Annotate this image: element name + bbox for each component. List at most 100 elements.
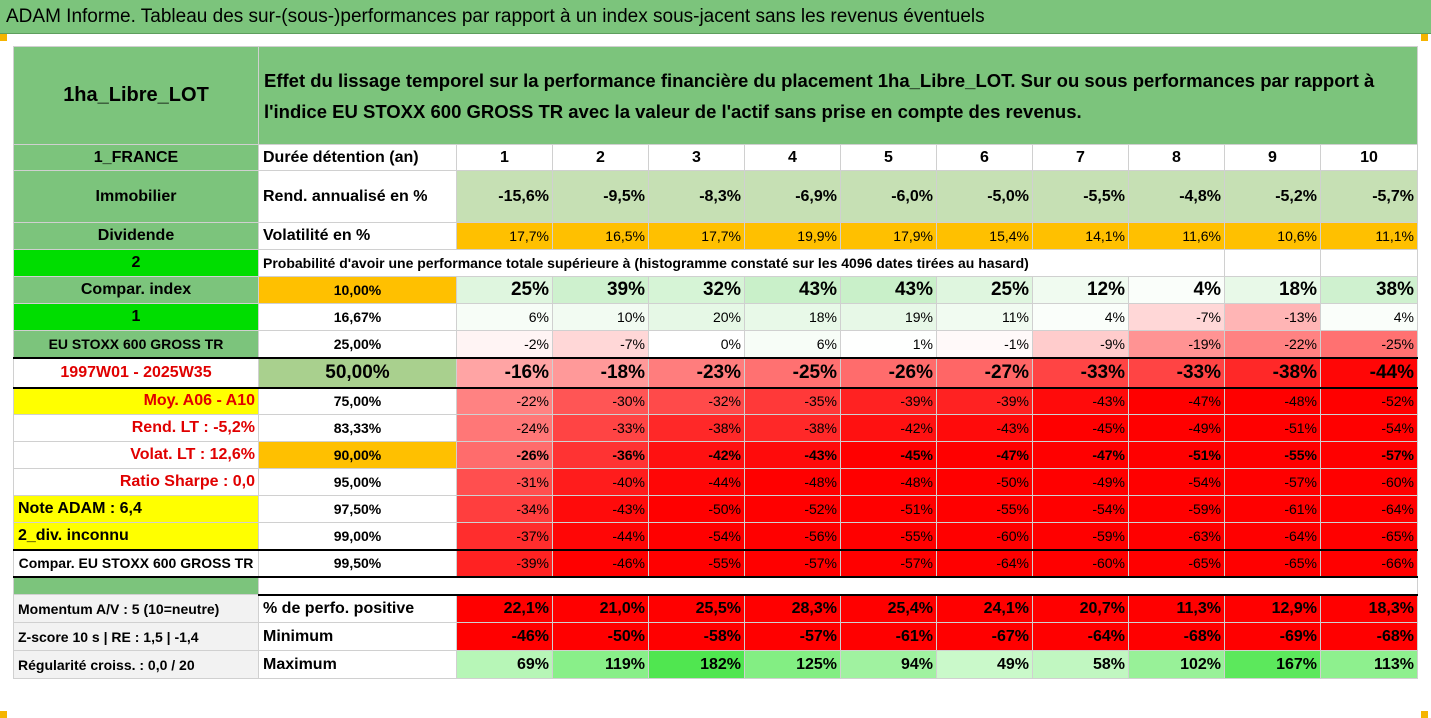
- quantile-cell: -60%: [1320, 468, 1418, 496]
- stats-cell: -69%: [1224, 622, 1321, 651]
- quantile-cell: -55%: [936, 495, 1033, 523]
- quantile-cell: -48%: [840, 468, 937, 496]
- quantile-cell: -32%: [648, 387, 745, 415]
- quantile-left-label: Compar. index: [13, 276, 259, 304]
- quantile-row: Compar. EU STOXX 600 GROSS TR 99,50% -39% -…: [13, 548, 1418, 578]
- rend-cell: -5,7%: [1320, 170, 1418, 223]
- stats-cell: 25,4%: [840, 594, 937, 623]
- quantile-left-label: 1997W01 - 2025W35: [13, 356, 259, 389]
- quantile-cell: -63%: [1128, 522, 1225, 550]
- performance-table: 1ha_Libre_LOT Effet du lissage temporel …: [13, 46, 1418, 679]
- quantile-cell: -57%: [1224, 468, 1321, 496]
- quantile-row: Moy. A06 - A10 75,00% -22% -30% -32% -35% -39%…: [13, 387, 1418, 415]
- stats-cell: 102%: [1128, 650, 1225, 679]
- quantile-cell: -33%: [1128, 356, 1225, 389]
- quantile-cell: -56%: [744, 522, 841, 550]
- stats-cell: 58%: [1032, 650, 1129, 679]
- quantile-cell: -57%: [840, 548, 937, 578]
- rend-cell: -9,5%: [552, 170, 649, 223]
- stats-cell: -68%: [1128, 622, 1225, 651]
- stats-cell: 28,3%: [744, 594, 841, 623]
- quantile-cell: -43%: [552, 495, 649, 523]
- quantile-cell: -61%: [1224, 495, 1321, 523]
- quantile-left-label: 2_div. inconnu: [13, 522, 259, 550]
- quantile-percent: 83,33%: [258, 414, 457, 442]
- quantile-cell: 11%: [936, 303, 1033, 331]
- quantile-cell: -55%: [1224, 441, 1321, 469]
- quantile-left-label: Volat. LT : 12,6%: [13, 441, 259, 469]
- quantile-cell: -22%: [456, 387, 553, 415]
- quantile-cell: -16%: [456, 356, 553, 389]
- quantile-cell: 12%: [1032, 276, 1129, 304]
- vol-cell: 11,1%: [1320, 222, 1418, 250]
- quantile-cell: -44%: [648, 468, 745, 496]
- quantile-left-label: 1: [13, 303, 259, 331]
- quantile-row: 1 16,67% 6% 10% 20% 18% 19% 11% 4% -7% -13% 4%: [13, 303, 1418, 331]
- corner-marker: [1421, 34, 1428, 41]
- stats-cell: 20,7%: [1032, 594, 1129, 623]
- quantile-percent: 95,00%: [258, 468, 457, 496]
- rend-cell: -15,6%: [456, 170, 553, 223]
- quantile-cell: -2%: [456, 330, 553, 358]
- quantile-cell: -37%: [456, 522, 553, 550]
- quantile-cell: -54%: [1320, 414, 1418, 442]
- quantile-cell: 10%: [552, 303, 649, 331]
- quantile-cell: -40%: [552, 468, 649, 496]
- stats-cell: -64%: [1032, 622, 1129, 651]
- stats-cell: -67%: [936, 622, 1033, 651]
- stats-cell: -50%: [552, 622, 649, 651]
- quantile-cell: -7%: [1128, 303, 1225, 331]
- quantile-cell: -59%: [1032, 522, 1129, 550]
- quantile-cell: -45%: [1032, 414, 1129, 442]
- stats-cell: 69%: [456, 650, 553, 679]
- rend-cell: -6,9%: [744, 170, 841, 223]
- quantile-cell: -33%: [1032, 356, 1129, 389]
- year-header: 9: [1224, 144, 1321, 171]
- quantile-cell: -19%: [1128, 330, 1225, 358]
- stats-cell: -58%: [648, 622, 745, 651]
- quantile-cell: 43%: [744, 276, 841, 304]
- spacer-cell: [258, 576, 1418, 596]
- vol-cell: 10,6%: [1224, 222, 1321, 250]
- quantile-percent: 90,00%: [258, 441, 457, 469]
- quantile-cell: -44%: [552, 522, 649, 550]
- stats-left-label: Z-score 10 s | RE : 1,5 | -1,4: [13, 622, 259, 651]
- quantile-cell: -51%: [840, 495, 937, 523]
- vol-cell: 17,7%: [648, 222, 745, 250]
- quantile-row: EU STOXX 600 GROSS TR 25,00% -2% -7% 0% 6% 1% -…: [13, 330, 1418, 358]
- corner-marker: [0, 711, 7, 718]
- vol-cell: 15,4%: [936, 222, 1033, 250]
- quantile-cell: 4%: [1032, 303, 1129, 331]
- quantile-cell: -64%: [1224, 522, 1321, 550]
- quantile-cell: -26%: [840, 356, 937, 389]
- stats-cell: -46%: [456, 622, 553, 651]
- stats-cell: 25,5%: [648, 594, 745, 623]
- year-header: 7: [1032, 144, 1129, 171]
- quantile-cell: -47%: [936, 441, 1033, 469]
- quantile-cell: -49%: [1128, 414, 1225, 442]
- fund-name: 1ha_Libre_LOT: [13, 46, 259, 145]
- corner-marker: [1421, 711, 1428, 718]
- stats-row: Régularité croiss. : 0,0 / 20 Maximum 69% 1…: [13, 650, 1418, 679]
- category-label: Immobilier: [13, 170, 259, 223]
- quantile-row: Note ADAM : 6,4 97,50% -34% -43% -50% -52% -51…: [13, 495, 1418, 523]
- quantile-cell: -22%: [1224, 330, 1321, 358]
- stats-cell: 21,0%: [552, 594, 649, 623]
- quantile-cell: -55%: [648, 548, 745, 578]
- stats-cell: 24,1%: [936, 594, 1033, 623]
- vol-cell: 17,9%: [840, 222, 937, 250]
- quantile-cell: -46%: [552, 548, 649, 578]
- quantile-cell: -30%: [552, 387, 649, 415]
- year-header: 1: [456, 144, 553, 171]
- quantile-row: 1997W01 - 2025W35 50,00% -16% -18% -23% -25% -…: [13, 356, 1418, 389]
- vol-cell: 19,9%: [744, 222, 841, 250]
- quantile-cell: -50%: [936, 468, 1033, 496]
- quantile-cell: -38%: [1224, 356, 1321, 389]
- stats-label: % de perfo. positive: [258, 594, 457, 623]
- quantile-cell: 4%: [1128, 276, 1225, 304]
- quantile-cell: -57%: [1320, 441, 1418, 469]
- row-label: Rend. annualisé en %: [258, 170, 457, 223]
- quantile-cell: 38%: [1320, 276, 1418, 304]
- quantile-cell: -52%: [744, 495, 841, 523]
- year-header: 3: [648, 144, 745, 171]
